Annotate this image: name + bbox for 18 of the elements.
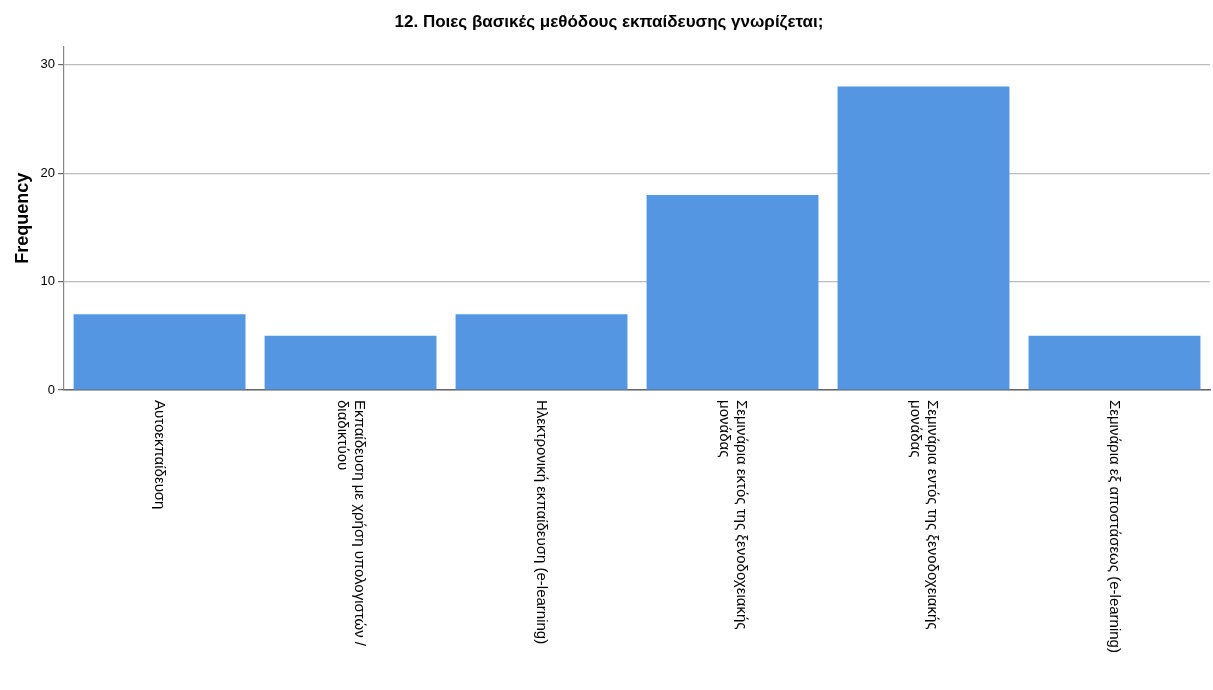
- y-tick-label: 20: [40, 164, 56, 180]
- y-tick-label: 30: [40, 56, 56, 72]
- x-tick-label: Αυτοεκπαίδευση: [152, 400, 170, 510]
- bar: [837, 86, 1010, 390]
- bar: [1028, 335, 1201, 390]
- x-tick-label: Σεμινάρια εξ αποστάσεως (e-learning): [1107, 400, 1125, 653]
- x-tick-label: Εκπαίδευση με χρήση υπολογιστών / διαδικτύου: [334, 400, 369, 647]
- y-tick-label: 10: [40, 273, 56, 289]
- bar: [646, 194, 819, 390]
- bar: [455, 314, 628, 390]
- y-axis-title: Frequency: [11, 172, 32, 264]
- x-tick-label: Ηλεκτρονική εκπαίδευση (e-learning): [534, 400, 552, 645]
- y-tick-label: 0: [47, 381, 56, 397]
- x-tick-label: Σεμινάρια εντός της ξενοδοχειακής μονάδας: [907, 400, 942, 630]
- bar: [264, 335, 437, 390]
- x-tick-label: Σεμινάρια εκτός της ξενοδοχειακής μονάδας: [716, 400, 751, 630]
- bar: [73, 314, 246, 390]
- chart-title: 12. Ποιες βασικές μεθόδους εκπαίδευσης γνωρίζεται;: [394, 11, 824, 31]
